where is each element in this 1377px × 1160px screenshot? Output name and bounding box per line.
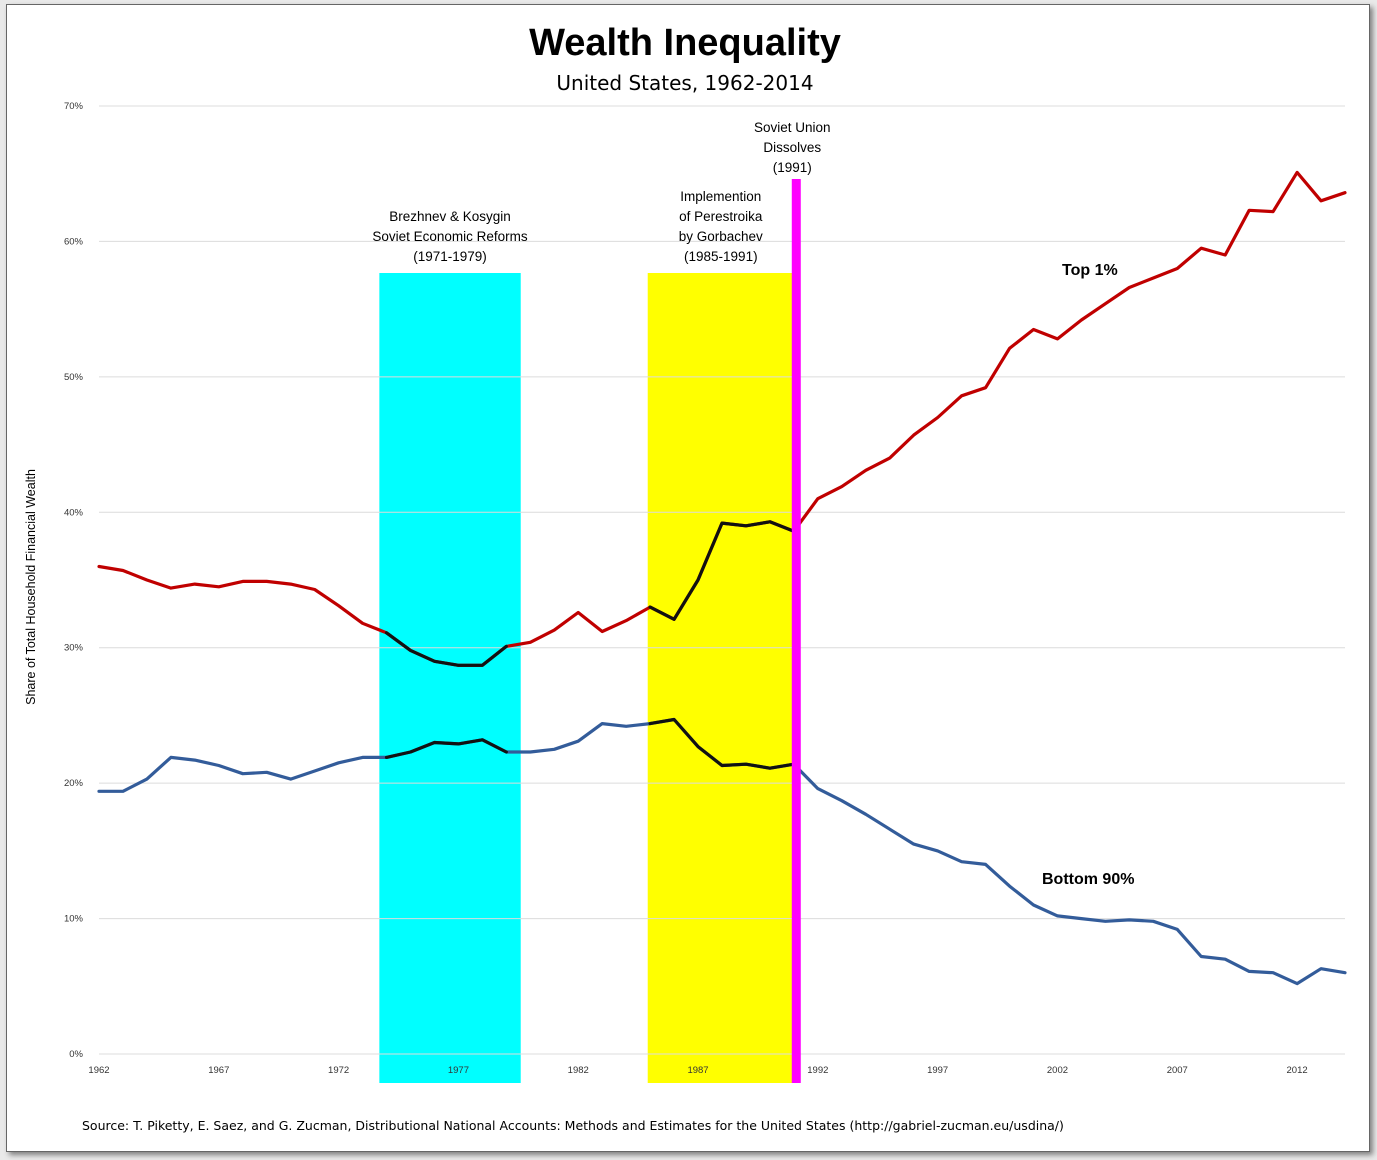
y-tick-label: 70% <box>64 101 84 112</box>
perestroika-label: Implemention <box>680 189 761 204</box>
highlight-segment <box>384 738 508 760</box>
soviet-dissolve-label: Soviet Union <box>754 120 831 135</box>
event-line-group: Soviet Union Dissolves (1991) <box>754 120 831 1083</box>
perestroika-label: of Perestroika <box>679 209 763 224</box>
x-tick-label: 1987 <box>687 1065 708 1076</box>
soviet-dissolve-label: (1991) <box>773 160 812 175</box>
x-tick-label: 1962 <box>88 1065 109 1076</box>
highlight-segment <box>648 520 796 621</box>
highlight-segment <box>648 717 796 770</box>
x-tick-label: 2002 <box>1047 1065 1068 1076</box>
highlight-segment <box>384 631 508 667</box>
source-note: Source: T. Piketty, E. Saez, and G. Zucm… <box>82 1118 1064 1133</box>
chart-frame: 0% 10% 20% 30% 40% 50% 60% 70% 1962 1967 1972 1977… <box>6 4 1370 1152</box>
y-axis-label: Share of Total Household Financial Wealt… <box>24 469 38 705</box>
y-tick-label: 20% <box>64 778 84 789</box>
x-tick-label: 1977 <box>448 1065 469 1076</box>
y-tick-label: 30% <box>64 643 84 654</box>
highlight-segments <box>384 520 796 770</box>
y-tick-label: 60% <box>64 236 84 247</box>
x-tick-label: 1992 <box>807 1065 828 1076</box>
perestroika-label: (1985-1991) <box>684 249 758 264</box>
perestroika-label: by Gorbachev <box>679 229 763 244</box>
series-label-bottom-90: Bottom 90% <box>1042 871 1134 888</box>
x-tick-labels: 1962 1967 1972 1977 1982 1987 1992 1997 2002 2007… <box>88 1065 1307 1076</box>
period-bands <box>379 273 794 1083</box>
gridlines <box>99 105 1345 1055</box>
brezhnev-kosygin-reforms-label: Brezhnev & Kosygin <box>389 209 511 224</box>
soviet-dissolve-line <box>791 179 801 1083</box>
x-tick-label: 1997 <box>927 1065 948 1076</box>
brezhnev-kosygin-reforms-band <box>379 273 521 1083</box>
brezhnev-kosygin-reforms-label: (1971-1979) <box>413 249 487 264</box>
x-tick-label: 1967 <box>208 1065 229 1076</box>
x-tick-label: 2012 <box>1287 1065 1308 1076</box>
annotations: Brezhnev & Kosygin Soviet Economic Reform… <box>372 189 1134 888</box>
y-tick-label: 0% <box>69 1049 83 1060</box>
chart-title: Wealth Inequality <box>529 22 841 64</box>
x-tick-label: 2007 <box>1167 1065 1188 1076</box>
brezhnev-kosygin-reforms-label: Soviet Economic Reforms <box>372 229 528 244</box>
series-label-top-1: Top 1% <box>1062 262 1118 279</box>
y-tick-label: 10% <box>64 914 84 925</box>
y-tick-label: 50% <box>64 372 84 383</box>
y-tick-labels: 0% 10% 20% 30% 40% 50% 60% 70% <box>64 101 84 1060</box>
wealth-inequality-chart: 0% 10% 20% 30% 40% 50% 60% 70% 1962 1967 1972 1977… <box>24 22 1347 1133</box>
perestroika-band <box>647 273 794 1083</box>
y-tick-label: 40% <box>64 507 84 518</box>
x-tick-label: 1972 <box>328 1065 349 1076</box>
x-tick-label: 1982 <box>568 1065 589 1076</box>
soviet-dissolve-label: Dissolves <box>763 140 821 155</box>
chart-subtitle: United States, 1962-2014 <box>556 71 813 95</box>
